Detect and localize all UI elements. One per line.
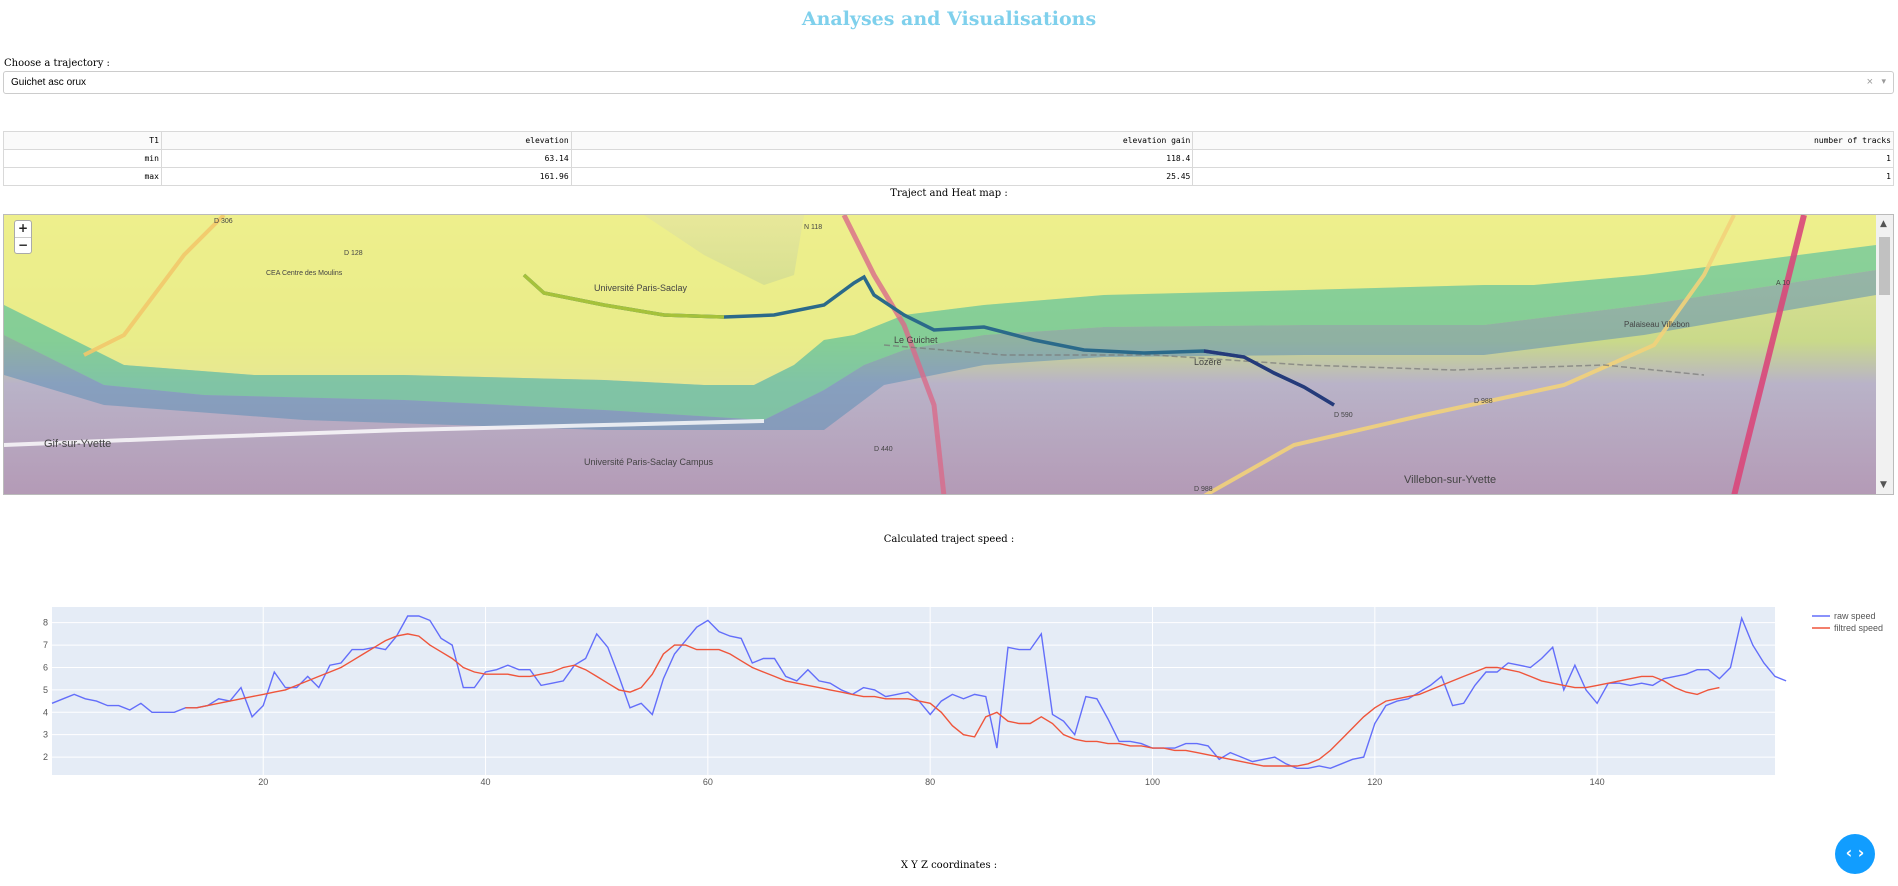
map-label: Villebon-sur-Yvette — [1404, 474, 1496, 486]
table-cell: min — [3, 149, 162, 168]
road-south — [4, 419, 765, 447]
map-label: D 988 — [1474, 398, 1493, 405]
railway — [883, 344, 1705, 376]
map-label: Université Paris-Saclay Campus — [584, 457, 714, 467]
scrollbar-thumb[interactable] — [1879, 237, 1890, 295]
scroll-up-icon[interactable]: ▲ — [1880, 219, 1887, 229]
page-title: Analyses and Visualisations — [801, 8, 1097, 30]
chevron-down-icon[interactable]: ▾ — [1881, 76, 1886, 86]
series-line-1 — [185, 633, 1720, 767]
x-tick-label: 60 — [703, 777, 713, 787]
map-section-title: Traject and Heat map : — [890, 188, 1008, 199]
table-header-cell: T1 — [3, 131, 162, 150]
trajectory-label: Choose a trajectory : — [4, 58, 110, 69]
map-label: A 10 — [1776, 280, 1790, 287]
map-label: D 590 — [1334, 412, 1353, 419]
map-label: Le Guichet — [894, 335, 938, 345]
heat-high-zone — [4, 215, 1876, 385]
table-cell: 161.96 — [160, 167, 572, 186]
x-tick-label: 40 — [481, 777, 491, 787]
map-label: Gif-sur-Yvette — [44, 438, 111, 450]
table-row: min 63.14 118.4 1 — [3, 149, 1894, 168]
map-label: Université Paris-Saclay — [594, 283, 688, 293]
map-scrollbar[interactable]: ▲ ▼ — [1876, 215, 1893, 494]
table-cell: 63.14 — [160, 149, 572, 168]
table-cell: 1 — [1192, 149, 1894, 168]
table-cell: 25.45 — [570, 167, 1194, 186]
y-tick-label: 8 — [43, 618, 48, 628]
table-cell: 1 — [1192, 167, 1894, 186]
road-a10 — [1731, 215, 1807, 494]
table-cell: 118.4 — [570, 149, 1194, 168]
map-label: Palaiseau Villebon — [1624, 320, 1690, 329]
plot-area — [52, 607, 1775, 775]
legend-label: raw speed — [1834, 611, 1876, 621]
y-tick-label: 6 — [43, 662, 48, 672]
legend-label: filtred speed — [1834, 623, 1883, 633]
x-tick-label: 100 — [1145, 777, 1160, 787]
zoom-control: + − — [14, 220, 32, 254]
map-label: D 440 — [874, 446, 893, 453]
trajectory-path-start — [522, 273, 725, 319]
heat-green-band — [4, 245, 1876, 420]
table-row: max 161.96 25.45 1 — [3, 167, 1894, 186]
table-cell: max — [3, 167, 162, 186]
zoom-out-button[interactable]: − — [15, 237, 31, 253]
road-d306 — [83, 215, 226, 357]
xyz-section-title: X Y Z coordinates : — [900, 860, 998, 871]
y-tick-label: 7 — [43, 640, 48, 650]
speed-chart[interactable]: 20 40 60 80 100 120 140 2 3 4 5 6 7 8 raw speed filtred… — [0, 600, 1898, 800]
road-d988 — [1203, 215, 1736, 494]
trajectory-selected-value: Guichet asc orux — [11, 77, 87, 88]
scroll-down-icon[interactable]: ▼ — [1880, 480, 1887, 490]
table-header-cell: number of tracks — [1192, 131, 1894, 150]
y-tick-label: 5 — [43, 685, 48, 695]
x-tick-label: 120 — [1367, 777, 1382, 787]
x-tick-label: 140 — [1590, 777, 1605, 787]
table-header-row: T1 elevation elevation gain number of tr… — [3, 131, 1894, 150]
speed-chart-svg[interactable]: 20 40 60 80 100 120 140 2 3 4 5 6 7 8 raw speed filtred… — [0, 600, 1898, 800]
map-label: D 306 — [214, 218, 233, 225]
map-label: CEA Centre des Moulins — [266, 270, 343, 277]
table-header-cell: elevation — [160, 131, 572, 150]
road-n118 — [841, 215, 947, 494]
code-toggle-button[interactable]: ‹ › — [1835, 834, 1875, 874]
speed-section-title: Calculated traject speed : — [883, 534, 1015, 545]
heat-map[interactable]: D 306 N 118 D 128 CEA Centre des Moulins… — [3, 214, 1894, 495]
y-tick-label: 2 — [43, 752, 48, 762]
stats-table: T1 elevation elevation gain number of tr… — [3, 131, 1894, 186]
map-label: D 128 — [344, 250, 363, 257]
trajectory-path-end — [1203, 349, 1335, 407]
map-canvas[interactable]: D 306 N 118 D 128 CEA Centre des Moulins… — [4, 215, 1876, 495]
map-label: N 118 — [804, 224, 822, 231]
trajectory-dropdown[interactable]: Guichet asc orux × ▾ — [3, 71, 1894, 94]
x-tick-label: 80 — [925, 777, 935, 787]
y-tick-label: 3 — [43, 730, 48, 740]
zoom-in-button[interactable]: + — [17, 221, 29, 235]
map-label: D 988 — [1194, 486, 1213, 493]
clear-icon[interactable]: × — [1866, 76, 1873, 88]
map-label: Lozère — [1194, 357, 1222, 367]
table-header-cell: elevation gain — [570, 131, 1194, 150]
y-tick-label: 4 — [43, 707, 48, 717]
x-tick-label: 20 — [258, 777, 268, 787]
